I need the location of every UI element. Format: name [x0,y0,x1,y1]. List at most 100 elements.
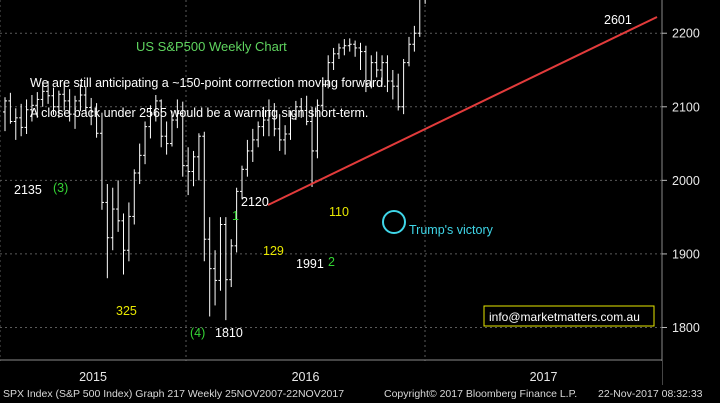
watermark-box [483,305,655,327]
x-tick-label: 2015 [79,370,107,384]
ohlc-bar [40,83,45,107]
ohlc-bar [116,180,121,232]
ohlc-bar [299,97,304,118]
x-axis: 2015 2016 2017 [0,359,662,385]
ohlc-bar [143,121,148,165]
ohlc-bar [94,103,99,138]
y-tick-label: 1900 [672,247,700,261]
ohlc-bar [175,99,180,129]
trough-1991-label: 1991 [296,257,324,271]
y-axis: 180019002000210022002300240025002599.03 [661,0,700,385]
ohlc-bar [137,143,142,185]
ohlc-bar [13,108,18,140]
y-tick-label: 2100 [672,100,700,114]
ohlc-bar [250,128,255,162]
ohlc-bar [396,73,401,111]
ohlc-bar [3,97,7,132]
ohlc-bar [126,202,131,262]
ohlc-bar [417,0,421,37]
ohlc-bar [369,55,374,89]
ohlc-bar [283,125,288,155]
ohlc-bar [380,55,385,85]
ohlc-bar [180,101,185,177]
x-axis-band [0,361,662,385]
ohlc-bar [8,92,13,124]
chart-text: US S&P500 Weekly Chart We are still antic… [30,39,655,327]
watermark-text: info@marketmatters.com.au [489,310,640,324]
correction-110-label: 110 [329,205,349,219]
ohlc-bar [148,105,153,139]
note-line-2: A close back under 2565 would be a warni… [30,106,368,120]
ohlc-bar [35,92,40,118]
footer-bar: SPX Index (S&P 500 Index) Graph 217 Week… [0,385,720,403]
ohlc-bar [186,147,191,196]
ohlc-bar [24,99,29,135]
ohlc-bar [331,47,336,71]
ohlc-bar [207,217,212,317]
ohlc-bar [105,184,110,279]
resistance-trendline [267,16,658,206]
ohlc-bar [347,38,352,52]
ohlc-bar [363,45,368,93]
ohlc-bar [390,70,395,100]
ohlc-bar [374,51,379,78]
ohlc-bar [310,106,315,187]
y-tick-label: 2200 [672,27,700,41]
ohlc-bar [51,87,56,115]
chart-title: US S&P500 Weekly Chart [136,39,287,54]
y-tick-label: 1800 [672,321,700,335]
ohlc-bar [213,250,218,306]
ohlc-bar [406,36,411,67]
ohlc-bar [342,39,347,56]
footer-security-info: SPX Index (S&P 500 Index) Graph 217 Week… [3,388,345,400]
ohlc-bar [304,95,309,126]
note-line-1: We are still anticipating a ~150-point c… [30,76,387,90]
ohlc-bar [385,55,390,93]
trumps-victory-label: Trump's victory [409,223,494,237]
ohlc-bar [169,111,174,147]
ohlc-bar [353,40,358,57]
ohlc-bar [202,131,207,262]
ohlc-bar [191,150,196,187]
ohlc-bar [62,82,67,111]
trumps-victory-circle [382,210,406,234]
price-bars [3,0,426,321]
ohlc-bar [218,217,223,291]
ohlc-bar [266,99,271,137]
correction-325-label: 325 [116,304,137,318]
ohlc-bar [99,112,104,210]
footer-copyright: Copyright© 2017 Bloomberg Finance L.P. [384,388,578,400]
ohlc-bar [234,187,239,253]
peak-2120-label: 2120 [241,195,269,209]
correction-129-label: 129 [263,244,284,258]
ohlc-bar [196,133,201,181]
ohlc-bar [261,106,266,137]
ohlc-bar [288,110,293,140]
ohlc-bar [315,99,320,159]
wave-2-label: 2 [328,255,335,269]
ohlc-bar [19,103,24,137]
ohlc-bar [277,114,282,151]
ohlc-bar [110,187,115,251]
wave-4-label: (4) [190,326,205,340]
trough-1810-label: 1810 [215,326,243,340]
ohlc-bar [272,103,277,137]
ohlc-bar [164,121,169,155]
ohlc-bar [56,90,61,118]
ohlc-bar [412,25,417,52]
ohlc-bar [245,139,250,177]
ohlc-bar [89,97,94,126]
ohlc-bar [401,58,406,115]
wave-1-label: 1 [232,209,239,223]
ohlc-bar [229,239,234,288]
ohlc-bar [293,100,298,121]
peak-2601-label: 2601 [604,13,632,27]
ohlc-bar [223,217,228,321]
ohlc-bar [46,81,51,104]
footer-timestamp: 22-Nov-2017 08:32:33 [598,388,703,400]
ohlc-bar [358,42,363,71]
ohlc-bar [326,55,331,89]
ohlc-bar [29,95,34,122]
